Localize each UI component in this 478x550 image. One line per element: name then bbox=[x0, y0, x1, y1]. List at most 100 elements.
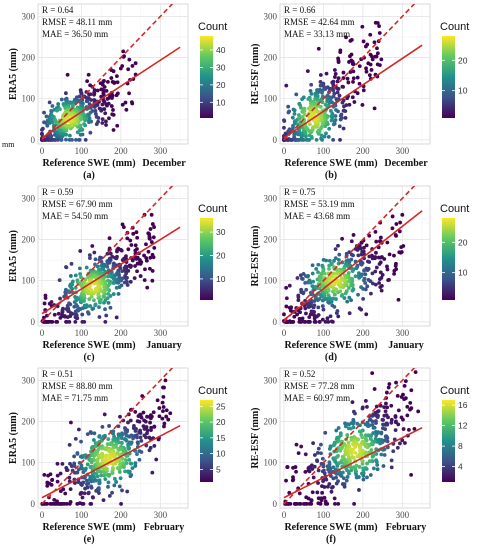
data-point bbox=[336, 60, 341, 64]
data-point bbox=[161, 385, 165, 390]
data-points bbox=[282, 20, 384, 142]
data-point bbox=[353, 450, 358, 455]
panel-label: (a) bbox=[83, 170, 95, 181]
legend-title: Count bbox=[440, 385, 469, 397]
data-point bbox=[360, 406, 365, 411]
scatter-panel: 0 100 200 300 0 100 200 300 R = 0.64 RMSE = 48.11… bbox=[8, 3, 227, 181]
x-tick-label: 0 bbox=[282, 328, 287, 338]
data-point bbox=[306, 273, 311, 278]
colorbar bbox=[442, 36, 455, 118]
data-point bbox=[329, 114, 334, 119]
data-point bbox=[300, 131, 305, 136]
data-point bbox=[389, 458, 394, 463]
data-point bbox=[315, 450, 320, 455]
data-point bbox=[82, 319, 87, 324]
data-point bbox=[125, 283, 130, 287]
data-point bbox=[324, 131, 328, 136]
data-point bbox=[111, 438, 116, 443]
data-point bbox=[93, 257, 98, 262]
x-tick-label: 200 bbox=[356, 510, 370, 520]
data-point bbox=[137, 430, 142, 435]
data-point bbox=[99, 87, 104, 92]
data-point bbox=[361, 477, 366, 482]
data-point bbox=[343, 115, 348, 120]
month-label: December bbox=[142, 158, 186, 169]
data-point bbox=[104, 123, 108, 127]
data-point bbox=[110, 80, 115, 84]
data-point bbox=[308, 88, 313, 93]
data-point bbox=[360, 461, 365, 466]
data-point bbox=[349, 281, 354, 286]
data-point bbox=[334, 475, 338, 480]
data-point bbox=[96, 447, 101, 452]
data-point bbox=[384, 401, 388, 406]
data-point bbox=[377, 281, 381, 285]
data-point bbox=[97, 305, 101, 310]
data-point bbox=[103, 447, 108, 452]
data-point bbox=[149, 212, 154, 217]
regression-line bbox=[283, 44, 423, 139]
data-point bbox=[119, 248, 124, 253]
data-point bbox=[110, 96, 114, 100]
y-axis-title: ERA5 (mm) bbox=[8, 230, 19, 282]
data-point bbox=[287, 127, 292, 132]
data-point bbox=[336, 314, 341, 319]
y-tick-label: 200 bbox=[264, 53, 278, 63]
x-tick-label: 300 bbox=[154, 510, 168, 520]
data-point bbox=[344, 289, 349, 294]
data-point bbox=[319, 451, 323, 456]
data-point bbox=[333, 501, 337, 506]
colorbar bbox=[442, 400, 455, 482]
data-point bbox=[103, 477, 108, 482]
data-point bbox=[307, 122, 312, 127]
data-point bbox=[134, 230, 139, 235]
data-point bbox=[327, 460, 332, 465]
data-point bbox=[111, 128, 116, 132]
data-point bbox=[96, 486, 101, 490]
data-point bbox=[133, 410, 138, 414]
data-point bbox=[394, 380, 398, 385]
data-point bbox=[365, 424, 370, 428]
data-point bbox=[283, 131, 288, 136]
data-point bbox=[67, 475, 72, 480]
data-point bbox=[292, 135, 297, 140]
x-tick-label: 200 bbox=[114, 510, 128, 520]
data-point bbox=[363, 450, 368, 455]
data-point bbox=[374, 250, 378, 255]
colorbar-tick-label: 20 bbox=[216, 417, 226, 427]
data-point bbox=[87, 286, 92, 291]
data-point bbox=[320, 456, 325, 461]
data-point bbox=[342, 296, 347, 300]
data-point bbox=[111, 108, 115, 112]
legend-title: Count bbox=[440, 203, 469, 215]
data-point bbox=[67, 133, 72, 138]
data-point bbox=[85, 432, 90, 437]
data-point bbox=[102, 85, 107, 89]
x-tick-label: 200 bbox=[356, 146, 370, 156]
data-point bbox=[49, 300, 54, 304]
data-point bbox=[363, 272, 368, 277]
colorbar-tick-label: 12 bbox=[458, 421, 468, 431]
data-point bbox=[103, 319, 108, 324]
data-point bbox=[115, 249, 119, 254]
data-point bbox=[319, 136, 324, 141]
data-point bbox=[348, 39, 353, 43]
data-point bbox=[123, 100, 128, 105]
data-point bbox=[309, 91, 314, 96]
data-point bbox=[311, 279, 316, 284]
data-point bbox=[401, 417, 405, 422]
data-point bbox=[97, 106, 102, 111]
data-point bbox=[131, 231, 136, 236]
data-point bbox=[335, 309, 340, 313]
data-point bbox=[370, 57, 375, 62]
data-point bbox=[316, 270, 320, 275]
data-point bbox=[111, 292, 116, 296]
data-point bbox=[348, 54, 352, 59]
data-point bbox=[97, 434, 102, 439]
data-point bbox=[327, 482, 332, 486]
data-point bbox=[349, 451, 354, 456]
data-point bbox=[355, 91, 360, 96]
stray-unit-label: mm bbox=[2, 140, 15, 149]
stat-r: R = 0.64 bbox=[42, 5, 74, 15]
data-point bbox=[326, 319, 331, 324]
